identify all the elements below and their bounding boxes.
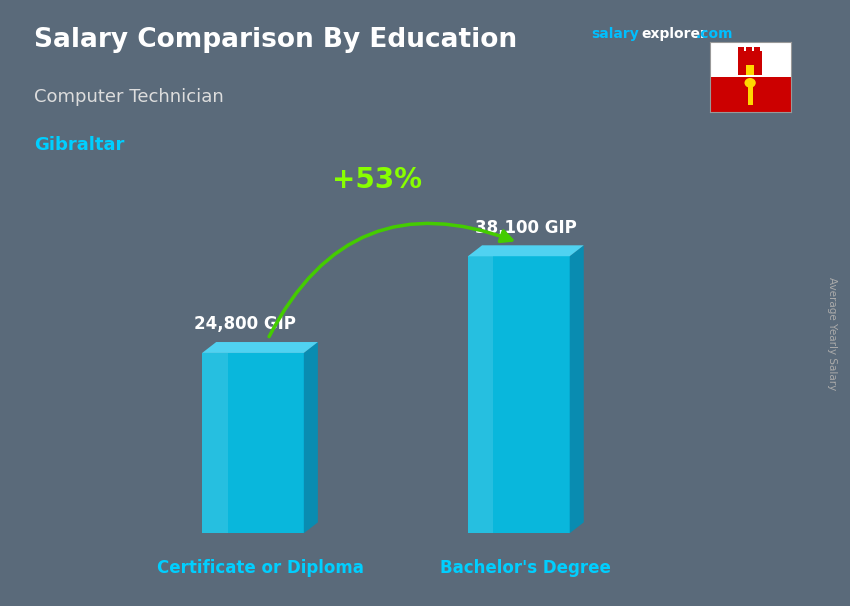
Bar: [746, 47, 751, 53]
Text: Computer Technician: Computer Technician: [34, 88, 224, 106]
Text: +53%: +53%: [332, 166, 422, 194]
FancyBboxPatch shape: [468, 256, 493, 533]
Polygon shape: [202, 342, 318, 353]
Polygon shape: [303, 342, 318, 533]
Text: Certificate or Diploma: Certificate or Diploma: [156, 559, 364, 577]
Bar: [738, 51, 762, 75]
Text: Gibraltar: Gibraltar: [34, 136, 124, 155]
Text: 38,100 GIP: 38,100 GIP: [475, 219, 577, 236]
Polygon shape: [570, 245, 584, 533]
FancyBboxPatch shape: [202, 353, 228, 533]
FancyBboxPatch shape: [202, 353, 303, 533]
Text: 24,800 GIP: 24,800 GIP: [194, 315, 296, 333]
Bar: [748, 83, 752, 105]
Bar: [710, 42, 791, 78]
Bar: [754, 47, 760, 53]
Text: explorer: explorer: [642, 27, 707, 41]
Text: Salary Comparison By Education: Salary Comparison By Education: [34, 27, 517, 53]
Bar: [738, 47, 744, 53]
Bar: [748, 102, 752, 105]
Text: Bachelor's Degree: Bachelor's Degree: [440, 559, 611, 577]
Bar: [746, 65, 754, 75]
Circle shape: [745, 78, 756, 88]
Polygon shape: [468, 245, 584, 256]
Text: Average Yearly Salary: Average Yearly Salary: [827, 277, 837, 390]
FancyBboxPatch shape: [468, 256, 570, 533]
Text: .com: .com: [695, 27, 733, 41]
Text: salary: salary: [591, 27, 638, 41]
Bar: [710, 78, 791, 112]
